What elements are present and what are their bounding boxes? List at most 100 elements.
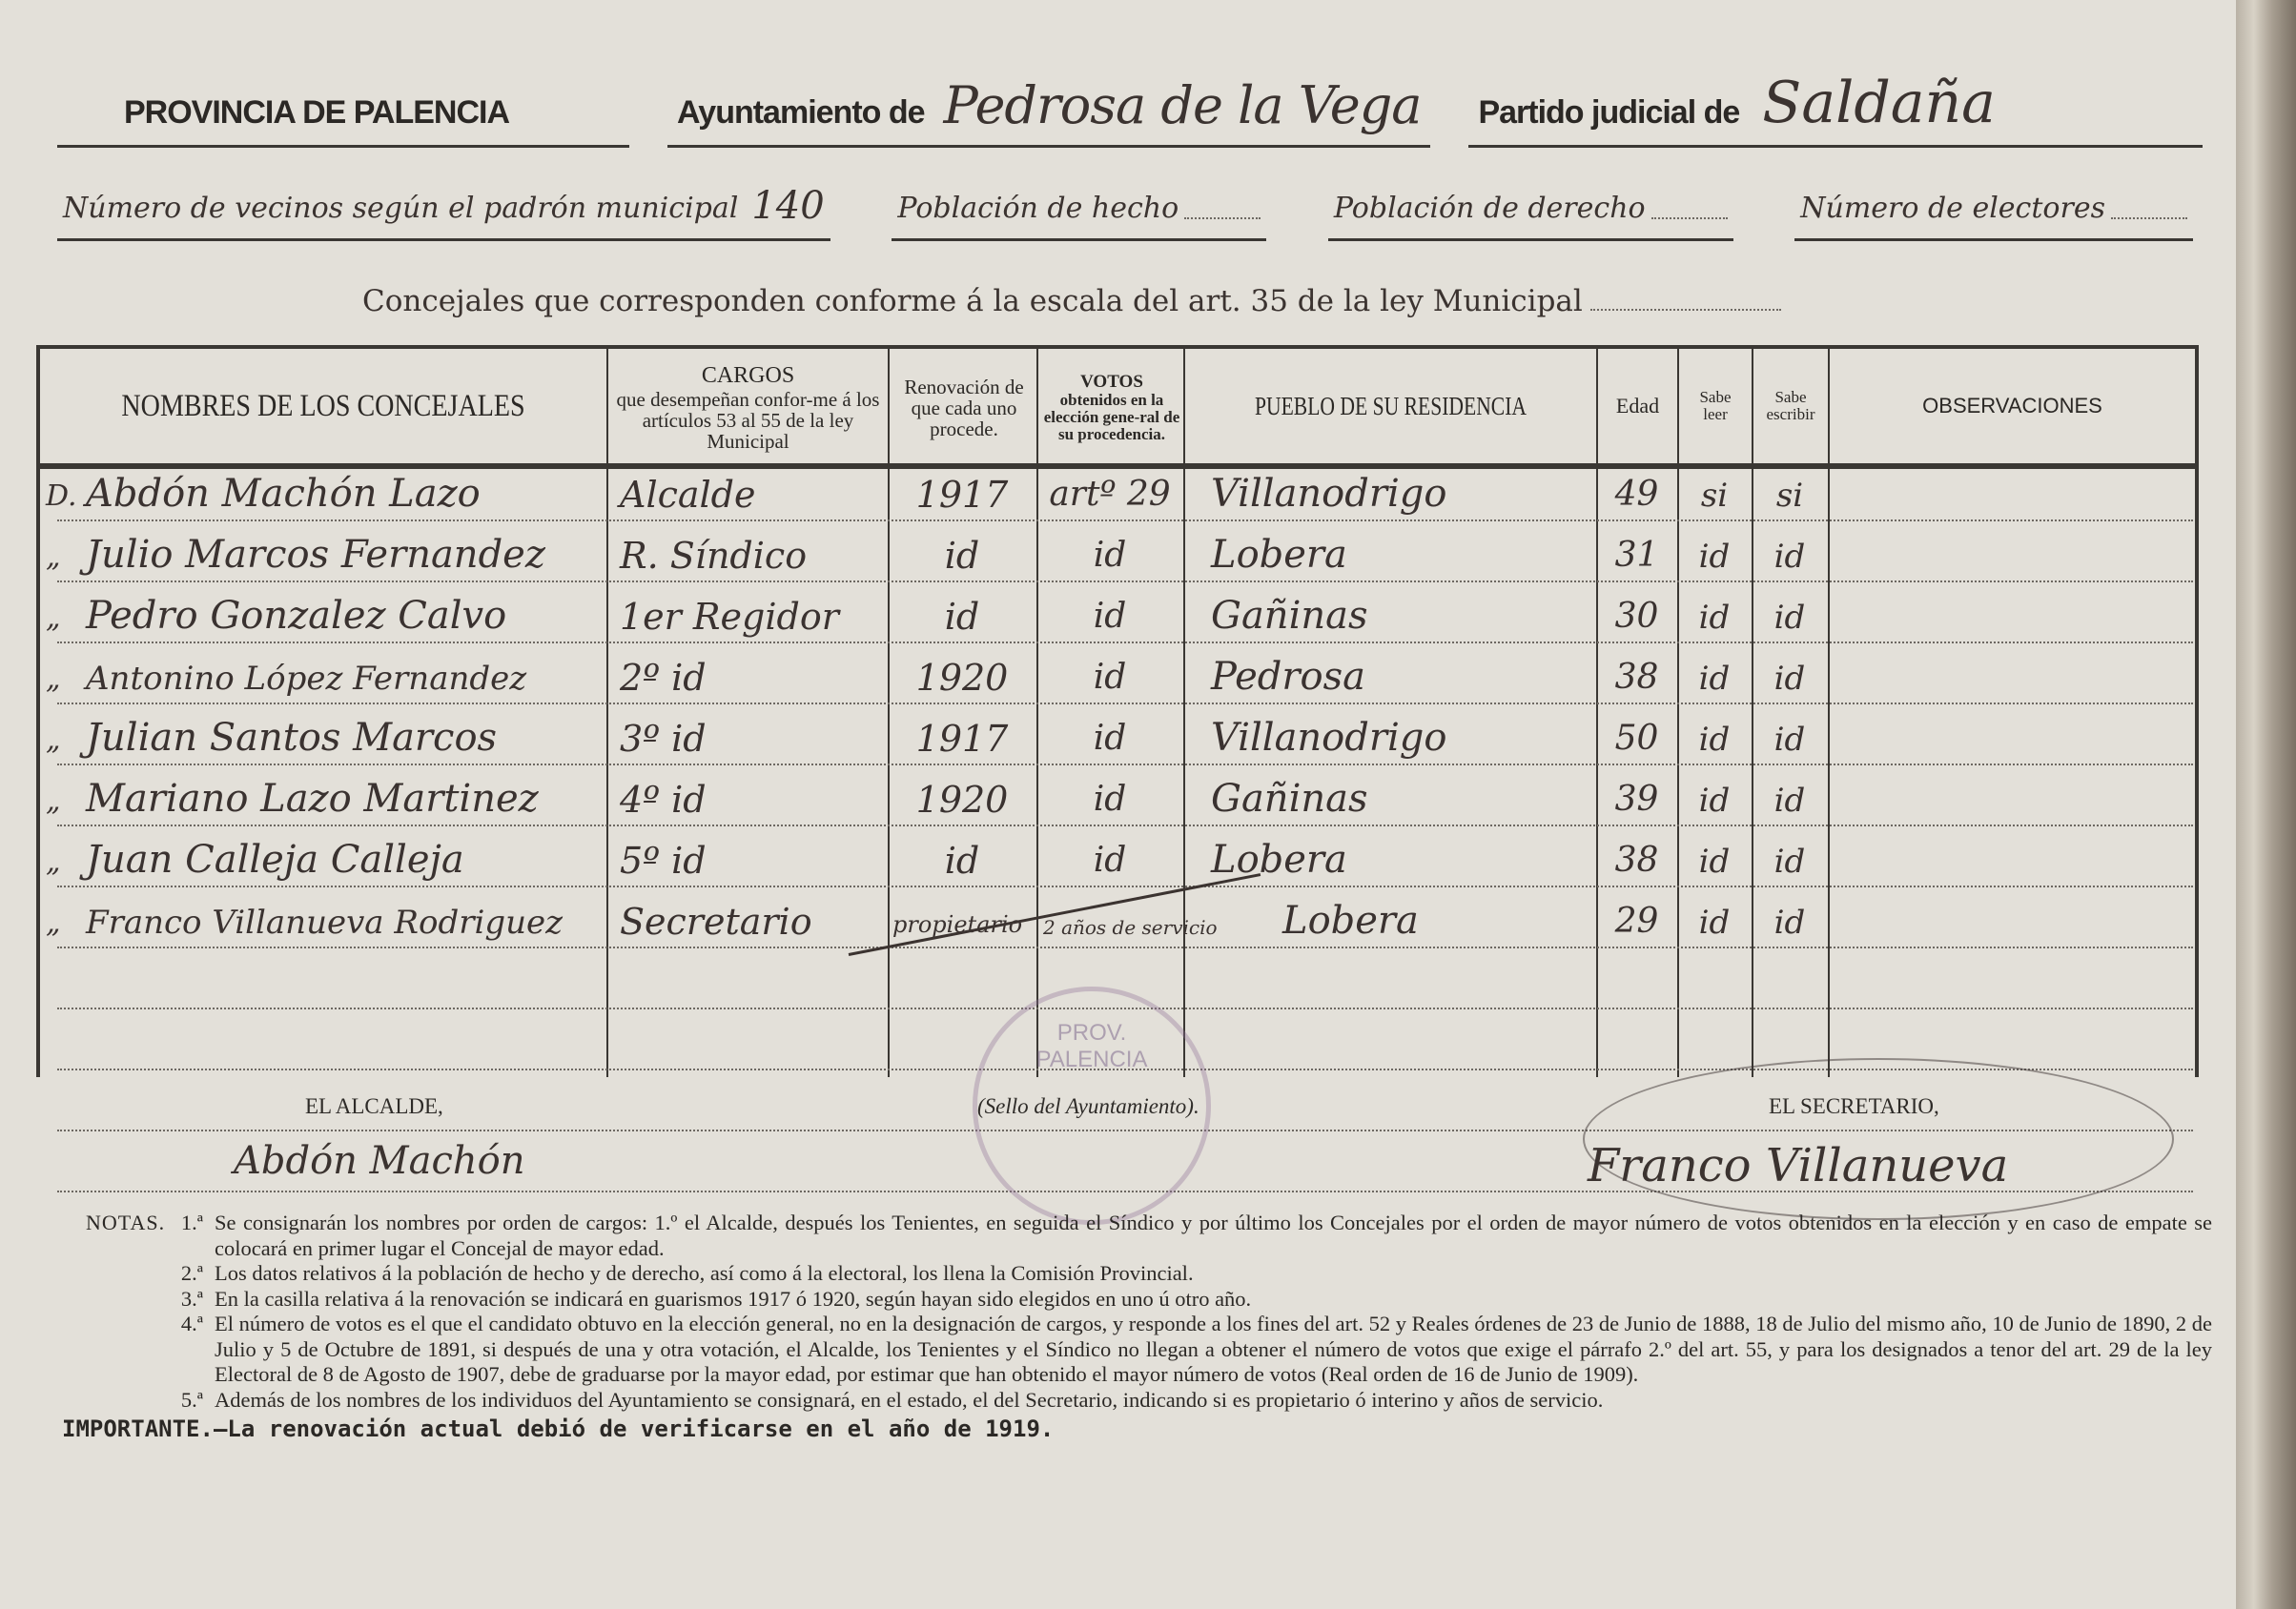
cell-nombre: Mariano Lazo Martinez [86, 777, 539, 821]
cell-renovacion: 1917 [915, 473, 1009, 516]
ayuntamiento-group: Ayuntamiento de Pedrosa de la Vega [667, 75, 1431, 148]
partido-group: Partido judicial de Saldaña [1468, 74, 2203, 148]
note-text: En la casilla relativa á la renovación s… [215, 1286, 1252, 1311]
note-number: 2.ª [180, 1261, 203, 1285]
alcalde-signature: Abdón Machón [234, 1139, 525, 1183]
cell-prefix: „ [46, 784, 61, 819]
partido-label: Partido judicial de [1478, 94, 1740, 131]
row-line [57, 825, 2193, 826]
table-right-border [2195, 345, 2199, 1077]
column-divider [606, 345, 608, 1077]
header-votos-sub: obtenidos en la elección gene-ral de su … [1043, 391, 1180, 443]
stats-row: Número de vecinos según el padrón munici… [57, 187, 2193, 241]
alcalde-label: EL ALCALDE, [305, 1094, 443, 1118]
cell-prefix: „ [46, 540, 61, 575]
document-page: PROVINCIA DE PALENCIA Ayuntamiento de Pe… [0, 0, 2236, 1609]
cell-prefix: „ [46, 662, 61, 697]
cell-renovacion: 1917 [915, 717, 1009, 760]
ayuntamiento-value: Pedrosa de la Vega [943, 75, 1423, 135]
column-divider [1183, 345, 1185, 1077]
cell-escribir: id [1773, 660, 1806, 698]
note-text: Se consignarán los nombres por orden de … [215, 1211, 2212, 1260]
row-line [57, 886, 2193, 887]
cell-pueblo: Villanodrigo [1211, 716, 1447, 760]
row-line [57, 642, 2193, 643]
cell-votos: id [1093, 780, 1127, 820]
cell-nombre: Abdón Machón Lazo [86, 472, 481, 516]
cell-pueblo: Lobera [1282, 899, 1419, 943]
signature-flourish [1583, 1058, 2174, 1220]
cell-escribir: id [1773, 538, 1806, 576]
cell-renovacion: id [944, 534, 980, 577]
column-divider [888, 345, 890, 1077]
cell-edad: 39 [1614, 780, 1659, 820]
cell-edad: 50 [1614, 719, 1659, 759]
notes-section: NOTAS. 1.ª Se consignarán los nombres por… [62, 1211, 2212, 1442]
row-line [57, 519, 2193, 521]
cell-votos: artº 29 [1049, 475, 1171, 515]
header-cargos-title: CARGOS [701, 363, 795, 389]
header-votos: VOTOS obtenidos en la elección gene-ral … [1040, 353, 1183, 463]
cell-leer: id [1698, 904, 1731, 942]
table-top-border [36, 345, 2197, 349]
cell-cargo: R. Síndico [620, 534, 808, 577]
header-row: PROVINCIA DE PALENCIA Ayuntamiento de Pe… [57, 74, 2203, 148]
table-left-border [36, 345, 40, 1077]
cell-edad: 49 [1614, 475, 1659, 515]
cell-votos: id [1093, 536, 1127, 576]
cell-escribir: id [1773, 599, 1806, 637]
cell-leer: id [1698, 599, 1731, 637]
province-group: PROVINCIA DE PALENCIA [57, 94, 629, 148]
cell-edad: 38 [1614, 658, 1659, 698]
cell-cargo: 4º id [620, 778, 707, 821]
row-line [57, 947, 2193, 948]
concejales-row: Concejales que corresponden conforme á l… [362, 284, 1781, 318]
cell-nombre: Julio Marcos Fernandez [86, 533, 545, 577]
cell-pueblo: Pedrosa [1211, 655, 1365, 699]
electores-field [2110, 217, 2187, 219]
cell-prefix: „ [46, 601, 61, 636]
poblacion-hecho-group: Población de hecho [892, 192, 1267, 241]
cell-pueblo: Gañinas [1211, 777, 1368, 821]
header-votos-title: VOTOS [1080, 372, 1143, 393]
cell-pueblo: Lobera [1211, 533, 1347, 577]
notes-label: NOTAS. [86, 1211, 166, 1234]
partido-value: Saldaña [1762, 70, 1996, 136]
cell-leer: si [1700, 477, 1729, 515]
header-nombres: NOMBRES DE LOS CONCEJALES [121, 388, 525, 423]
poblacion-hecho-label: Población de hecho [897, 192, 1179, 225]
header-leer: Sabe leer [1699, 388, 1732, 423]
cell-cargo: 1er Regidor [620, 595, 839, 638]
cell-votos: id [1093, 658, 1127, 698]
cell-cargo: Alcalde [620, 473, 756, 516]
cell-nombre: Franco Villanueva Rodriguez [86, 904, 564, 942]
vecinos-value: 140 [751, 184, 825, 228]
cell-renovacion: id [944, 595, 980, 638]
note-item: 3.ª En la casilla relativa á la renovació… [124, 1287, 2212, 1313]
cell-leer: id [1698, 721, 1731, 759]
column-divider [1596, 345, 1598, 1077]
note-item: 4.ª El número de votos es el que el candi… [124, 1312, 2212, 1388]
note-number: 3.ª [180, 1286, 203, 1311]
note-number: 1.ª [180, 1211, 203, 1234]
note-number: 4.ª [180, 1312, 203, 1335]
header-edad: Edad [1615, 394, 1660, 418]
table-header-border [36, 463, 2197, 469]
poblacion-derecho-group: Población de derecho [1327, 192, 1733, 241]
concejales-field [1589, 309, 1781, 311]
column-divider [1677, 345, 1679, 1077]
cell-escribir: id [1773, 843, 1806, 881]
row-line [57, 703, 2193, 704]
note-item: 2.ª Los datos relativos á la población de… [124, 1261, 2212, 1287]
cell-escribir: si [1775, 477, 1804, 515]
header-cargos-sub: que desempeñan confor-me á los artículos… [616, 387, 880, 453]
cell-leer: id [1698, 782, 1731, 820]
cell-leer: id [1698, 843, 1731, 881]
header-renovacion: Renovación de que cada uno procede. [904, 375, 1024, 441]
cell-pueblo: Gañinas [1211, 594, 1368, 638]
electores-group: Número de electores [1794, 192, 2193, 241]
cell-prefix: „ [46, 906, 61, 941]
cell-pueblo: Villanodrigo [1211, 472, 1447, 516]
poblacion-hecho-field [1184, 217, 1261, 219]
note-number: 5.ª [180, 1387, 203, 1412]
